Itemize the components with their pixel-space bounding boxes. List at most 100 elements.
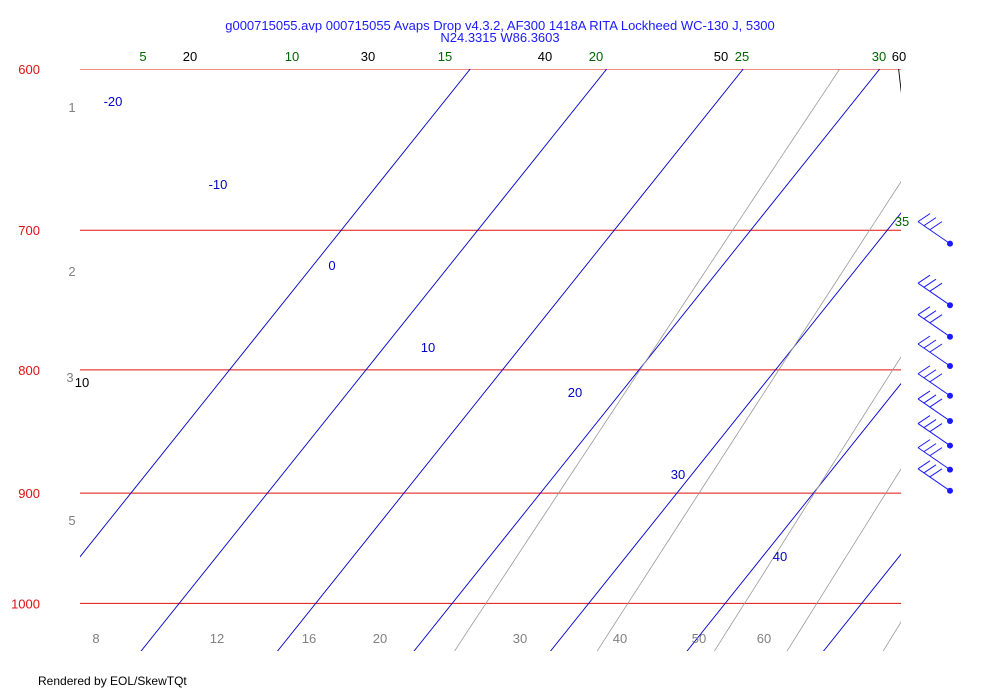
mixing-ratio-label: 12 <box>210 631 224 646</box>
wind-barb-flag <box>917 390 931 400</box>
isotherm-line <box>413 69 881 651</box>
moist-adiabat-label: 35 <box>895 214 909 229</box>
wind-barb-flag <box>923 464 937 474</box>
wind-barb-staff <box>917 282 951 306</box>
wind-barb-flag <box>929 221 943 231</box>
wind-barb-flag <box>917 460 931 470</box>
moist-adiabat-line <box>911 0 982 700</box>
isotherm-line <box>550 212 901 651</box>
isotherm-label: 10 <box>421 340 435 355</box>
wind-barb-staff <box>917 221 951 245</box>
wind-barb <box>917 439 953 473</box>
moist-adiabat-label: 25 <box>735 49 749 64</box>
wind-barb-staff <box>917 398 951 422</box>
moist-adiabat-label: 5 <box>139 49 146 64</box>
dry-adiabat-line <box>898 69 901 94</box>
isotherm-label: -20 <box>104 94 123 109</box>
mixing-ratio-label: 8 <box>92 631 99 646</box>
isotherm-line <box>686 382 901 651</box>
height-scale-label: 2 <box>68 264 75 279</box>
wind-barb-flag <box>923 443 937 453</box>
wind-barb-flag <box>917 335 931 345</box>
moist-adiabat-label: 15 <box>438 49 452 64</box>
moist-adiabat-label: 30 <box>872 49 886 64</box>
wind-barb <box>917 274 953 309</box>
wind-barb-staff <box>917 423 951 446</box>
wind-barb-flag <box>929 282 943 292</box>
wind-barb-flag <box>923 419 937 428</box>
mixing-ratio-label: 20 <box>373 631 387 646</box>
moist-adiabat-label: 10 <box>285 49 299 64</box>
mixing-ratio-line <box>882 621 901 651</box>
mixing-ratio-line <box>596 181 901 651</box>
wind-barb-flag <box>917 306 931 316</box>
wind-barb-flag <box>929 423 943 432</box>
isotherm-label: 30 <box>671 467 685 482</box>
height-scale-label: 3 <box>66 370 73 385</box>
wind-barb <box>917 390 953 424</box>
wind-barb-flag <box>929 373 943 383</box>
wind-barb-flag <box>923 310 937 320</box>
wind-barb-flag <box>929 398 943 408</box>
mixing-ratio-line <box>786 468 901 651</box>
wind-barb <box>917 415 953 449</box>
wind-barb-staff <box>917 447 951 471</box>
wind-barb-flag <box>917 213 931 223</box>
dry-adiabat-label: 60 <box>892 49 906 64</box>
isotherm-label: -10 <box>209 177 228 192</box>
mixing-ratio-line <box>945 0 1000 700</box>
wind-barb-staff <box>917 468 951 492</box>
moist-adiabat-label: 20 <box>589 49 603 64</box>
render-credit: Rendered by EOL/SkewTQt <box>38 674 187 688</box>
mixing-ratio-line <box>713 356 901 651</box>
isotherm-line <box>277 69 744 651</box>
wind-barb-flag <box>917 365 931 375</box>
wind-barb-flag <box>923 217 937 227</box>
wind-barb <box>917 365 953 399</box>
wind-barb-flag <box>929 447 943 457</box>
mixing-ratio-label: 16 <box>302 631 316 646</box>
pressure-label: 1000 <box>11 596 40 611</box>
pressure-label: 900 <box>18 486 40 501</box>
isotherm-label: 20 <box>568 385 582 400</box>
wind-barb-flag <box>923 369 937 379</box>
wind-barb-flag <box>923 339 937 349</box>
mixing-ratio-label: 50 <box>692 631 706 646</box>
wind-barbs <box>917 213 953 494</box>
isotherm-label: 40 <box>773 549 787 564</box>
wind-barb-flag <box>923 278 937 288</box>
wind-barb-flag <box>917 415 931 424</box>
wind-barb <box>917 306 953 340</box>
dry-adiabat-label: 10 <box>75 375 89 390</box>
wind-barb-staff <box>917 373 951 397</box>
dry-adiabat-label: 50 <box>714 49 728 64</box>
pressure-label: 800 <box>18 363 40 378</box>
chart-title: g000715055.avp 000715055 Avaps Drop v4.3… <box>225 18 775 33</box>
wind-barb-flag <box>929 314 943 324</box>
wind-barb-flag <box>917 439 931 449</box>
pressure-label: 600 <box>18 62 40 77</box>
isotherm-line <box>140 69 608 651</box>
wind-barb-staff <box>917 343 951 367</box>
isotherm-line <box>80 69 471 558</box>
wind-barb <box>917 335 953 369</box>
moist-adiabat-line <box>974 0 1000 700</box>
wind-barb-flag <box>929 343 943 353</box>
wind-barb-flag <box>917 274 931 284</box>
isotherm-line <box>918 0 1000 700</box>
pressure-label: 700 <box>18 223 40 238</box>
chart-subtitle: N24.3315 W86.3603 <box>440 30 560 45</box>
wind-barb-flag <box>929 468 943 478</box>
mixing-ratio-label: 30 <box>513 631 527 646</box>
wind-barb <box>917 460 953 494</box>
isotherm-line <box>823 553 901 651</box>
dry-adiabat-label: 20 <box>183 49 197 64</box>
dry-adiabat-label: 40 <box>538 49 552 64</box>
isotherm-label: 0 <box>328 258 335 273</box>
height-scale-label: 1 <box>68 100 75 115</box>
wind-barb-staff <box>917 314 951 338</box>
wind-barb-flag <box>923 394 937 404</box>
